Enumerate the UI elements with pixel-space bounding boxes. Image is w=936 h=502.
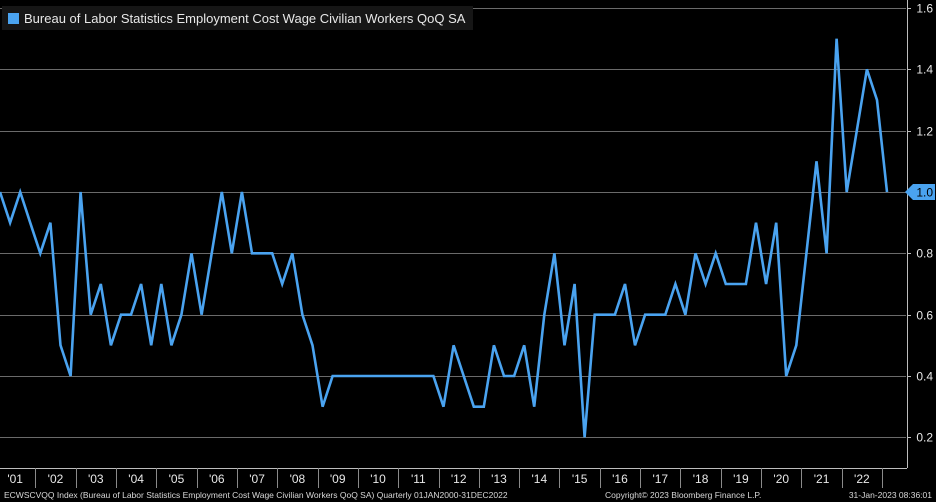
x-tick-label: '05 — [169, 472, 185, 486]
legend-swatch — [8, 12, 19, 24]
y-tick-label: 1.4 — [916, 63, 933, 77]
footer: ECWSCVQQ Index (Bureau of Labor Statisti… — [0, 488, 936, 502]
x-tick-label: '16 — [612, 472, 628, 486]
x-tick-label: '06 — [209, 472, 225, 486]
x-tick-label: '04 — [128, 472, 144, 486]
x-tick-label: '03 — [88, 472, 104, 486]
x-tick-label: '21 — [814, 472, 830, 486]
x-tick-label: '13 — [491, 472, 507, 486]
y-tick-label: 0.6 — [916, 309, 933, 323]
x-tick-label: '09 — [330, 472, 346, 486]
x-tick-label: '22 — [854, 472, 870, 486]
y-tick-label: 1.6 — [916, 2, 933, 16]
series-layer — [0, 38, 889, 438]
x-tick-label: '10 — [370, 472, 386, 486]
gridlines — [0, 8, 906, 438]
x-tick-label: '12 — [451, 472, 467, 486]
y-tick-label: 1.2 — [916, 125, 933, 139]
axes — [0, 0, 911, 488]
x-tick-label: '02 — [48, 472, 64, 486]
footer-source: ECWSCVQQ Index (Bureau of Labor Statisti… — [4, 490, 508, 500]
x-tick-label: '11 — [411, 472, 426, 486]
x-tick-label: '18 — [693, 472, 709, 486]
legend: Bureau of Labor Statistics Employment Co… — [2, 6, 474, 30]
x-tick-label: '15 — [572, 472, 588, 486]
x-tick-label: '08 — [290, 472, 306, 486]
x-tick-label: '01 — [7, 472, 23, 486]
x-tick-label: '17 — [652, 472, 668, 486]
legend-label: Bureau of Labor Statistics Employment Co… — [24, 10, 466, 26]
y-tick-label: 0.8 — [916, 247, 933, 261]
last-value-label: 1.0 — [916, 186, 933, 200]
x-tick-label: '20 — [773, 472, 789, 486]
x-tick-label: '19 — [733, 472, 749, 486]
y-tick-label: 0.4 — [916, 370, 933, 384]
y-tick-label: 0.2 — [916, 431, 933, 445]
footer-copyright: Copyright© 2023 Bloomberg Finance L.P. — [605, 490, 762, 500]
axis-labels: 0.2 0.4 0.6 0.8 1.0 1.2 1.4 1.6 '01 '02 '03 '04 '05 '… — [7, 2, 935, 486]
x-tick-label: '07 — [249, 472, 265, 486]
footer-timestamp: 31-Jan-2023 08:36:01 — [848, 490, 932, 500]
series-line — [0, 38, 889, 438]
last-value-marker — [905, 184, 935, 200]
x-tick-label: '14 — [531, 472, 547, 486]
